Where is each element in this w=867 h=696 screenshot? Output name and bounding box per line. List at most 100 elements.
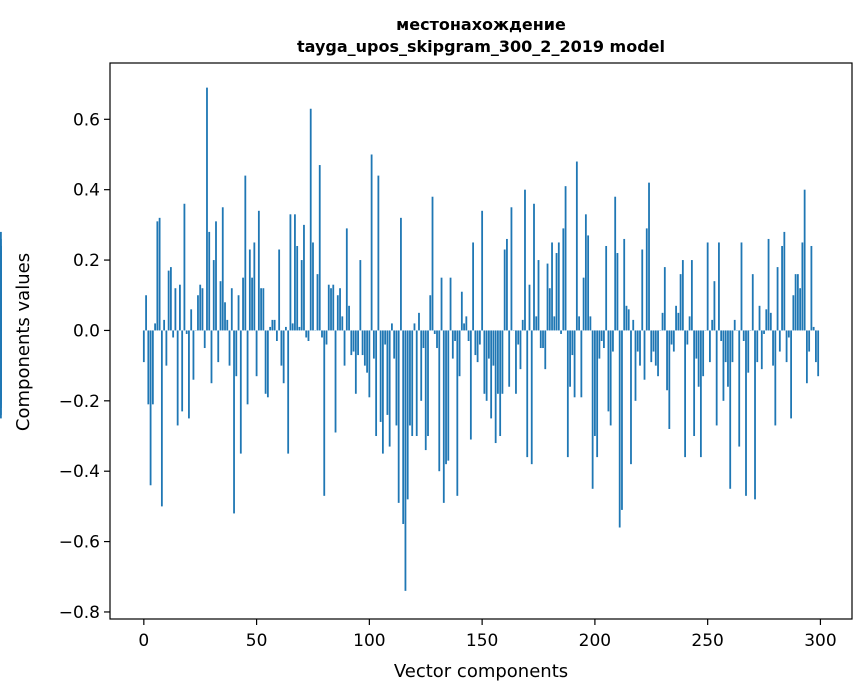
bar-67 bbox=[294, 214, 296, 331]
bar-278 bbox=[769, 312, 772, 331]
bar-129 bbox=[433, 330, 436, 334]
bar-10 bbox=[165, 330, 168, 366]
bar-96 bbox=[359, 260, 362, 331]
bar-132 bbox=[440, 277, 443, 331]
bar-244 bbox=[693, 330, 696, 437]
y-axis-ticks: −0.8 −0.6 −0.4 −0.2 0.0 0.2 0.4 0.6 bbox=[59, 110, 110, 623]
bar-63 bbox=[285, 326, 287, 331]
bar-242 bbox=[688, 316, 691, 331]
bar-54 bbox=[264, 330, 267, 394]
bar-15 bbox=[176, 330, 179, 426]
bar-218 bbox=[634, 330, 637, 401]
bar-257 bbox=[722, 330, 725, 401]
bar-180 bbox=[548, 288, 551, 331]
bar-37 bbox=[226, 319, 229, 331]
bar-248 bbox=[702, 330, 705, 377]
bar-116 bbox=[404, 330, 407, 591]
bar-47 bbox=[248, 249, 251, 331]
bar-199 bbox=[591, 330, 594, 489]
bar-291 bbox=[799, 288, 802, 331]
bar-30 bbox=[210, 330, 213, 384]
bar-99 bbox=[366, 330, 368, 373]
bar-114 bbox=[400, 217, 402, 331]
bar-74 bbox=[309, 108, 312, 331]
bar-56 bbox=[269, 326, 272, 331]
bar-126 bbox=[427, 330, 429, 437]
bar-237 bbox=[677, 312, 680, 331]
bar-155 bbox=[492, 330, 495, 366]
bar-285 bbox=[785, 330, 788, 363]
bar-192 bbox=[575, 161, 578, 331]
x-tick-label: 250 bbox=[691, 631, 723, 651]
bar-130 bbox=[436, 330, 438, 349]
bar-295 bbox=[808, 330, 811, 352]
bar-5 bbox=[154, 323, 156, 331]
bar-228 bbox=[657, 330, 659, 377]
bar-201 bbox=[596, 330, 599, 458]
bar-203 bbox=[600, 330, 603, 341]
bar-225 bbox=[650, 330, 653, 363]
bar-100 bbox=[368, 330, 371, 398]
bar-184 bbox=[557, 242, 560, 331]
bar-95 bbox=[357, 330, 359, 356]
bar-55 bbox=[266, 330, 269, 398]
bar-207 bbox=[609, 330, 612, 426]
bar-188 bbox=[566, 330, 569, 458]
x-tick-label: 0 bbox=[138, 631, 149, 651]
bar-261 bbox=[731, 330, 734, 363]
bar-216 bbox=[630, 330, 632, 465]
bar-98 bbox=[363, 330, 366, 366]
bar-59 bbox=[275, 330, 278, 341]
bar-238 bbox=[679, 274, 682, 331]
bar-123 bbox=[420, 330, 423, 401]
bar-176 bbox=[539, 330, 542, 349]
bar-8 bbox=[160, 330, 163, 507]
bar-117 bbox=[406, 330, 409, 500]
y-tick-label: −0.6 bbox=[59, 533, 100, 553]
bar-271 bbox=[754, 330, 756, 500]
bar-35 bbox=[221, 207, 224, 331]
bar-246 bbox=[697, 330, 700, 387]
bar-287 bbox=[790, 330, 792, 419]
bar-112 bbox=[395, 330, 398, 426]
bar-264 bbox=[738, 330, 741, 447]
bar-38 bbox=[228, 330, 231, 366]
bar-43 bbox=[239, 330, 242, 454]
bar-182 bbox=[553, 316, 556, 331]
bar-250 bbox=[706, 242, 709, 331]
bar-171 bbox=[528, 284, 531, 331]
bar-163 bbox=[510, 207, 513, 331]
bar-135 bbox=[447, 330, 450, 461]
bar-195 bbox=[582, 277, 585, 331]
bar-108 bbox=[386, 330, 389, 415]
bar-61 bbox=[280, 330, 283, 366]
bar-89 bbox=[343, 330, 346, 366]
bar-240 bbox=[684, 330, 686, 458]
bar-50 bbox=[255, 330, 258, 377]
bar-234 bbox=[670, 330, 673, 345]
bar-154 bbox=[490, 330, 493, 419]
bar-279 bbox=[772, 330, 774, 366]
bar-166 bbox=[517, 330, 520, 345]
bar-174 bbox=[535, 316, 538, 331]
y-tick-label: 0.2 bbox=[73, 251, 100, 271]
bar-75 bbox=[312, 242, 314, 331]
bar-288 bbox=[792, 295, 795, 331]
bar-233 bbox=[668, 330, 671, 429]
bar-152 bbox=[485, 330, 488, 401]
bar-267 bbox=[745, 330, 747, 496]
bar-187 bbox=[564, 186, 567, 331]
bar-172 bbox=[530, 330, 533, 465]
bar-31 bbox=[212, 260, 215, 331]
x-tick-label: 200 bbox=[579, 631, 611, 651]
bar-92 bbox=[350, 330, 353, 356]
bar-9 bbox=[163, 319, 166, 331]
bar-161 bbox=[506, 238, 508, 331]
bar-280 bbox=[774, 330, 777, 426]
bar-231 bbox=[663, 267, 666, 331]
y-axis-label: Components values bbox=[13, 253, 34, 431]
bar-2 bbox=[147, 330, 150, 405]
y-tick-label: −0.2 bbox=[59, 392, 100, 412]
bar-286 bbox=[787, 330, 790, 338]
bar-3 bbox=[149, 330, 152, 486]
